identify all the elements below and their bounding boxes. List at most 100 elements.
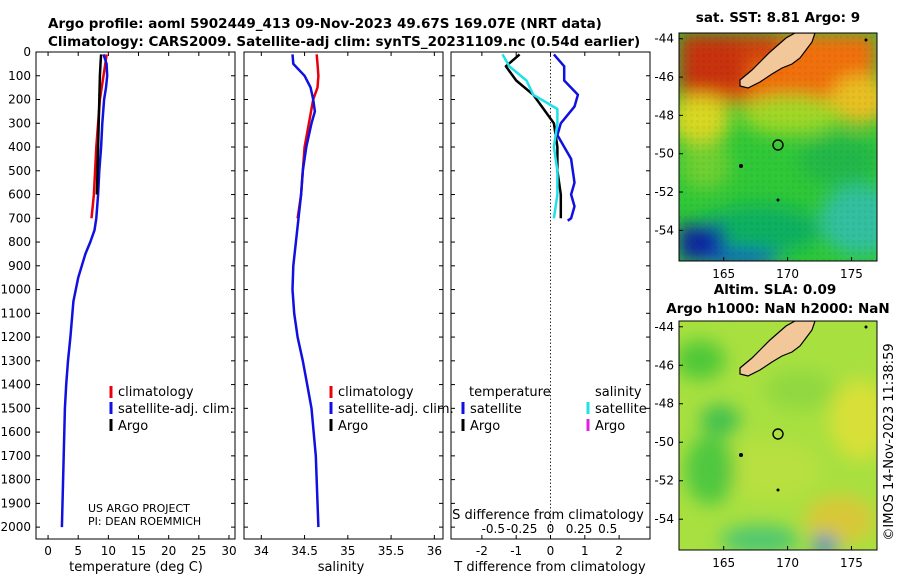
sst-map-title: sat. SST: 8.81 Argo: 9 bbox=[696, 10, 860, 26]
depth-tick-label: 2000 bbox=[0, 520, 31, 534]
difference-series bbox=[501, 53, 580, 222]
figure-title-line2: Climatology: CARS2009. Satellite-adj cli… bbox=[48, 34, 640, 50]
series-line-argo bbox=[95, 54, 103, 195]
s-difference-axis-label: S difference from climatology bbox=[452, 508, 644, 523]
sst-map-frame bbox=[678, 32, 878, 262]
sst-map bbox=[679, 33, 877, 261]
depth-tick-labels: 0 100 200 300 400 500 600 700 800 900 1000 1100 1200… bbox=[0, 45, 31, 534]
depth-ticks bbox=[36, 51, 650, 528]
x-tick-label: 25 bbox=[191, 544, 206, 558]
legend-t-argo-label: Argo bbox=[470, 419, 500, 434]
depth-tick-label: 700 bbox=[8, 211, 31, 225]
x-tick-label: 1 bbox=[581, 544, 589, 558]
map-y-tick-label: -52 bbox=[654, 474, 674, 488]
map-y-tick-label: -50 bbox=[654, 435, 674, 449]
x-tick-label: 10 bbox=[101, 544, 116, 558]
temperature-legend: climatology satellite-adj. clim. Argo bbox=[109, 385, 234, 434]
depth-tick-label: 800 bbox=[8, 235, 31, 249]
depth-tick-label: 1900 bbox=[0, 496, 31, 510]
salinity-x-ticks: 34 34.5 35 35.5 36 bbox=[254, 52, 442, 558]
map-y-tick-label: -54 bbox=[654, 223, 674, 237]
x-tick-label: 35.5 bbox=[378, 544, 405, 558]
imos-credit: ©IMOS 14-Nov-2023 11:38:59 bbox=[882, 343, 897, 540]
legend-s-argo-label: Argo bbox=[595, 419, 625, 434]
temperature-panel-frame bbox=[35, 51, 236, 540]
map-x-tick-label: 165 bbox=[712, 267, 735, 281]
legend-climatology-label: climatology bbox=[338, 385, 414, 400]
x-tick-label: 20 bbox=[161, 544, 176, 558]
x-tick-label: 36 bbox=[427, 544, 442, 558]
sla-map bbox=[679, 321, 877, 550]
depth-tick-label: 1000 bbox=[0, 283, 31, 297]
land-sst bbox=[739, 33, 816, 89]
sla-map-title-line1: Altim. SLA: 0.09 bbox=[714, 282, 836, 298]
map-x-tick-label: 170 bbox=[776, 267, 799, 281]
temperature-x-axis-label: temperature (deg C) bbox=[69, 560, 203, 575]
sst-map-ticks: 165 170 175 -44 -46 -48 -50 -52 -54 bbox=[654, 32, 863, 281]
difference-legend: temperature salinity satellite Argo sate… bbox=[461, 385, 647, 434]
series-line-salinity-satellite bbox=[501, 53, 559, 219]
land-sla bbox=[739, 321, 816, 377]
depth-tick-label: 1400 bbox=[0, 378, 31, 392]
sla-map-frame bbox=[678, 320, 878, 551]
series-line-temperature-satellite bbox=[552, 53, 580, 222]
argo-location-sla bbox=[772, 428, 784, 440]
project-credit-line1: US ARGO PROJECT bbox=[88, 502, 190, 515]
x-tick-label: 5 bbox=[74, 544, 82, 558]
map-x-tick-label: 170 bbox=[776, 556, 799, 570]
temperature-series bbox=[60, 54, 109, 528]
depth-tick-label: 500 bbox=[8, 164, 31, 178]
argo-location-sst bbox=[772, 139, 784, 151]
map-y-tick-label: -52 bbox=[654, 185, 674, 199]
depth-tick-label: 1300 bbox=[0, 354, 31, 368]
legend-argo-label: Argo bbox=[338, 419, 368, 434]
salinity-series bbox=[291, 54, 320, 528]
x-tick-label: 34 bbox=[254, 544, 269, 558]
depth-tick-label: 600 bbox=[8, 188, 31, 202]
salinity-difference-x-ticks: -0.5 -0.25 0 0.25 0.5 bbox=[482, 522, 618, 536]
map-y-tick-label: -46 bbox=[654, 70, 674, 84]
s-diff-tick-label: 0.5 bbox=[598, 522, 617, 536]
depth-tick-label: 900 bbox=[8, 259, 31, 273]
map-y-tick-label: -46 bbox=[654, 358, 674, 372]
depth-tick-label: 1600 bbox=[0, 425, 31, 439]
x-tick-label: 35 bbox=[340, 544, 355, 558]
difference-x-axis-label: T difference from climatology bbox=[453, 560, 646, 575]
x-tick-label: 30 bbox=[221, 544, 236, 558]
depth-tick-label: 1100 bbox=[0, 306, 31, 320]
series-line-satellite-adj-clim- bbox=[60, 54, 109, 528]
s-diff-tick-label: -0.25 bbox=[506, 522, 537, 536]
sla-map-title-line2: Argo h1000: NaN h2000: NaN bbox=[666, 301, 889, 317]
legend-t-satellite-label: satellite bbox=[470, 402, 522, 417]
sla-map-ticks: 165 170 175 -44 -46 -48 -50 -52 -54 bbox=[654, 320, 863, 570]
depth-tick-label: 200 bbox=[8, 93, 31, 107]
depth-tick-label: 1500 bbox=[0, 401, 31, 415]
legend-satellite-label: satellite-adj. clim. bbox=[338, 402, 454, 417]
map-y-tick-label: -48 bbox=[654, 397, 674, 411]
depth-tick-label: 100 bbox=[8, 69, 31, 83]
salinity-x-axis-label: salinity bbox=[318, 560, 365, 575]
difference-x-ticks: -2 -1 0 1 2 bbox=[476, 52, 623, 558]
x-tick-label: 2 bbox=[615, 544, 623, 558]
s-diff-tick-label: 0.25 bbox=[566, 522, 593, 536]
depth-tick-label: 0 bbox=[23, 45, 31, 59]
figure-title-line1: Argo profile: aoml 5902449_413 09-Nov-20… bbox=[48, 16, 602, 32]
map-y-tick-label: -44 bbox=[654, 32, 674, 46]
project-credit-line2: PI: DEAN ROEMMICH bbox=[88, 515, 201, 528]
map-y-tick-label: -48 bbox=[654, 108, 674, 122]
map-x-tick-label: 175 bbox=[840, 556, 863, 570]
x-tick-label: 15 bbox=[131, 544, 146, 558]
map-y-tick-label: -54 bbox=[654, 512, 674, 526]
s-diff-tick-label: -0.5 bbox=[482, 522, 505, 536]
salinity-panel-frame bbox=[243, 51, 444, 540]
depth-tick-label: 400 bbox=[8, 140, 31, 154]
temperature-x-ticks: 0 5 10 15 20 25 30 bbox=[44, 52, 237, 558]
series-line-temperature-argo bbox=[504, 53, 563, 219]
map-y-tick-label: -50 bbox=[654, 147, 674, 161]
legend-climatology-label: climatology bbox=[118, 385, 194, 400]
x-tick-label: -1 bbox=[510, 544, 522, 558]
legend-salinity-title: salinity bbox=[595, 385, 642, 400]
series-line-satellite-adj-clim- bbox=[291, 54, 320, 528]
map-y-tick-label: -44 bbox=[654, 320, 674, 334]
